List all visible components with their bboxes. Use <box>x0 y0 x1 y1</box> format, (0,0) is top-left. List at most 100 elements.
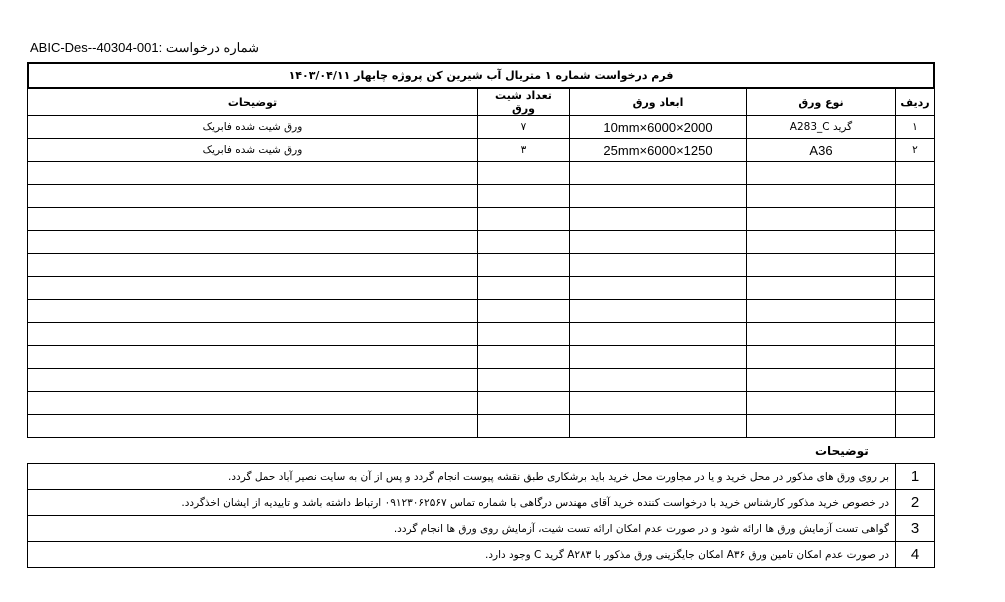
table-cell <box>895 299 935 323</box>
table-row: ۲ A36 1250×6000×25mm ۳ ورق شیت شده فابریک <box>27 138 935 162</box>
table-cell <box>569 391 747 415</box>
table-cell <box>477 299 570 323</box>
table-cell <box>477 391 570 415</box>
table-cell <box>895 207 935 231</box>
material-table: ردیف نوع ورق ابعاد ورق تعداد شیت ورق توضیحات… <box>27 88 935 438</box>
table-cell <box>477 322 570 346</box>
table-cell: ۱ <box>895 115 935 139</box>
note-row: 3 گواهی تست آزمایش ورق ها ارائه شود و در … <box>27 515 935 542</box>
note-number: 4 <box>895 541 935 568</box>
table-cell <box>895 253 935 277</box>
table-cell <box>746 253 896 277</box>
table-cell <box>569 322 747 346</box>
table-cell <box>27 368 478 392</box>
table-cell <box>477 207 570 231</box>
empty-row <box>27 230 935 254</box>
table-cell <box>569 345 747 369</box>
table-cell <box>746 161 896 185</box>
note-row: 4 در صورت عدم امکان تامین ورق A۳۶ امکان ج… <box>27 541 935 568</box>
table-cell <box>895 391 935 415</box>
table-cell: ۲ <box>895 138 935 162</box>
note-text: بر روی ورق های مذکور در محل خرید و یا در… <box>27 463 896 490</box>
table-cell <box>569 414 747 438</box>
table-cell <box>569 253 747 277</box>
table-cell <box>27 253 478 277</box>
table-cell: A36 <box>746 138 896 162</box>
table-cell <box>27 161 478 185</box>
table-cell <box>569 207 747 231</box>
table-cell <box>746 207 896 231</box>
form-title: فرم درخواست شماره ۱ متریال آب شیرین کن پ… <box>27 62 935 89</box>
notes-table: 1 بر روی ورق های مذکور در محل خرید و یا د… <box>27 463 935 568</box>
table-cell <box>477 230 570 254</box>
note-number: 3 <box>895 515 935 542</box>
empty-row <box>27 184 935 208</box>
column-header: تعداد شیت ورق <box>477 88 570 116</box>
table-cell <box>895 230 935 254</box>
empty-row <box>27 414 935 438</box>
column-header: ردیف <box>895 88 935 116</box>
empty-row <box>27 299 935 323</box>
table-cell <box>569 276 747 300</box>
column-header: نوع ورق <box>746 88 896 116</box>
note-row: 1 بر روی ورق های مذکور در محل خرید و یا د… <box>27 463 935 490</box>
empty-row <box>27 161 935 185</box>
table-cell <box>746 414 896 438</box>
table-cell <box>569 161 747 185</box>
column-header: توضیحات <box>27 88 478 116</box>
note-text: گواهی تست آزمایش ورق ها ارائه شود و در ص… <box>27 515 896 542</box>
table-cell: ورق شیت شده فابریک <box>27 115 478 139</box>
empty-row <box>27 368 935 392</box>
table-cell <box>746 345 896 369</box>
table-cell <box>27 207 478 231</box>
table-cell <box>27 230 478 254</box>
table-cell <box>569 184 747 208</box>
table-cell <box>477 253 570 277</box>
table-cell <box>895 184 935 208</box>
table-cell <box>746 391 896 415</box>
table-cell <box>746 184 896 208</box>
table-cell <box>746 276 896 300</box>
table-cell <box>477 184 570 208</box>
empty-row <box>27 391 935 415</box>
note-text: در خصوص خرید مذکور کارشناس خرید با درخوا… <box>27 489 896 516</box>
empty-row <box>27 276 935 300</box>
request-number: ABIC-Des--40304-001: شماره درخواست <box>30 40 260 55</box>
table-cell: ۷ <box>477 115 570 139</box>
table-cell <box>746 230 896 254</box>
table-cell <box>477 345 570 369</box>
table-cell <box>27 414 478 438</box>
table-cell <box>746 322 896 346</box>
table-cell <box>27 184 478 208</box>
note-text: در صورت عدم امکان تامین ورق A۳۶ امکان جا… <box>27 541 896 568</box>
table-cell <box>27 345 478 369</box>
notes-heading: توضیحات <box>815 444 869 458</box>
table-cell <box>27 276 478 300</box>
table-cell <box>746 368 896 392</box>
column-header: ابعاد ورق <box>569 88 747 116</box>
table-cell <box>895 368 935 392</box>
note-number: 1 <box>895 463 935 490</box>
table-cell <box>895 414 935 438</box>
table-cell <box>895 345 935 369</box>
table-cell <box>895 276 935 300</box>
table-cell <box>569 368 747 392</box>
table-cell <box>477 368 570 392</box>
table-cell <box>569 230 747 254</box>
note-number: 2 <box>895 489 935 516</box>
table-row: ۱ گرید A283_C 2000×6000×10mm ۷ ورق شیت شده ف… <box>27 115 935 139</box>
table-cell: 2000×6000×10mm <box>569 115 747 139</box>
table-cell <box>746 299 896 323</box>
table-cell <box>569 299 747 323</box>
table-cell: ۳ <box>477 138 570 162</box>
table-cell <box>27 322 478 346</box>
table-cell <box>27 299 478 323</box>
table-cell: ورق شیت شده فابریک <box>27 138 478 162</box>
empty-row <box>27 253 935 277</box>
note-row: 2 در خصوص خرید مذکور کارشناس خرید با درخو… <box>27 489 935 516</box>
empty-row <box>27 322 935 346</box>
table-cell <box>477 161 570 185</box>
table-cell <box>477 276 570 300</box>
table-cell <box>895 161 935 185</box>
table-cell <box>477 414 570 438</box>
